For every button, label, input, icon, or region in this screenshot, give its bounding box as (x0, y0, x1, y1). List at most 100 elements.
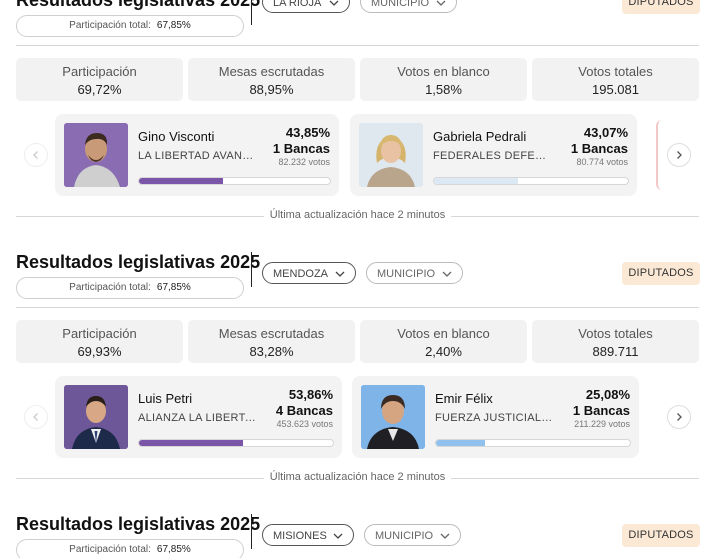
stat-label: Mesas escrutadas (218, 326, 325, 341)
municipio-select-value: MUNICIPIO (375, 530, 434, 542)
chevron-right-icon (677, 151, 682, 159)
candidate-party: ALIANZA LA LIBERTAD AVANZA (138, 412, 256, 424)
chamber-badge[interactable]: DIPUTADOS (622, 0, 700, 14)
next-candidate-card-edge (656, 120, 664, 190)
municipio-select[interactable]: MUNICIPIO (360, 0, 457, 13)
stat-label: Votos totales (578, 326, 653, 341)
chevron-down-icon (335, 271, 345, 277)
chamber-badge[interactable]: DIPUTADOS (622, 524, 700, 547)
stat-value: 69,72% (77, 82, 122, 97)
candidate-card[interactable]: Emir Félix FUERZA JUSTICIALISTA MENDOZA … (352, 376, 639, 458)
results-widget-mendoza: Resultados legislativas 2025 Participaci… (0, 252, 713, 492)
municipio-select[interactable]: MUNICIPIO (366, 262, 463, 284)
candidate-photo (64, 123, 128, 187)
last-update-text: Última actualización hace 2 minutos (263, 209, 452, 221)
total-participation-label: Participación total: (69, 20, 151, 31)
stat-label: Votos en blanco (397, 64, 490, 79)
vote-progress-fill (434, 178, 518, 184)
total-participation-pill: Participación total: 67,85% (16, 277, 244, 299)
chevron-down-icon (440, 533, 450, 539)
candidate-seats: 1 Bancas (570, 141, 628, 156)
candidate-votes: 211.229 votos (574, 419, 630, 429)
candidate-percentage: 53,86% (288, 387, 333, 402)
stats-row: Participación 69,93% Mesas escrutadas 83… (16, 320, 699, 363)
widget-title: Resultados legislativas 2025 (16, 514, 261, 534)
province-select[interactable]: MENDOZA (262, 262, 356, 284)
candidate-name: Emir Félix (435, 391, 493, 406)
municipio-select-value: MUNICIPIO (377, 268, 436, 280)
stat-votos-totales: Votos totales 889.711 (532, 320, 699, 363)
widget-header: Resultados legislativas 2025 Participaci… (0, 0, 713, 37)
last-update: Última actualización hace 2 minutos (16, 209, 699, 223)
candidate-percentage: 43,07% (583, 125, 628, 140)
carousel-prev-button[interactable] (24, 405, 48, 429)
stat-label: Mesas escrutadas (218, 64, 325, 79)
last-update: Última actualización hace 2 minutos (16, 471, 699, 485)
stat-value: 195.081 (592, 82, 639, 97)
stat-value: 889.711 (592, 344, 639, 359)
province-select-value: MENDOZA (273, 268, 328, 280)
candidate-percentage: 25,08% (585, 387, 630, 402)
vote-progress-fill (139, 178, 223, 184)
total-participation-label: Participación total: (69, 544, 151, 555)
candidate-name: Gino Visconti (138, 129, 215, 144)
candidate-card[interactable]: Luis Petri ALIANZA LA LIBERTAD AVANZA 53… (55, 376, 342, 458)
stat-mesas-escrutadas: Mesas escrutadas 83,28% (188, 320, 355, 363)
carousel-next-button[interactable] (667, 143, 691, 167)
candidate-party: FUERZA JUSTICIALISTA MENDOZA (435, 412, 553, 424)
candidate-photo (361, 385, 425, 449)
candidate-card[interactable]: Gabriela Pedrali FEDERALES DEFENDEMOS LA… (350, 114, 637, 196)
chevron-down-icon (333, 533, 343, 539)
stat-label: Votos totales (578, 64, 653, 79)
stat-value: 83,28% (249, 344, 294, 359)
vote-progress-fill (139, 440, 244, 446)
carousel-next-button[interactable] (667, 405, 691, 429)
stat-value: 2,40% (425, 344, 462, 359)
province-select-value: MISIONES (273, 530, 327, 542)
stat-label: Participación (62, 326, 137, 341)
total-participation-pill: Participación total: 67,85% (16, 539, 244, 558)
results-widget-misiones: Resultados legislativas 2025 Participaci… (0, 514, 713, 558)
candidate-votes: 80.774 votos (576, 157, 628, 167)
total-participation-value: 67,85% (156, 20, 191, 31)
municipio-select[interactable]: MUNICIPIO (364, 524, 461, 546)
candidate-photo (359, 123, 423, 187)
widget-title: Resultados legislativas 2025 (16, 252, 261, 272)
carousel-prev-button[interactable] (24, 143, 48, 167)
province-select[interactable]: MISIONES (262, 524, 354, 546)
stat-value: 69,93% (77, 344, 122, 359)
results-widget-la-rioja: Resultados legislativas 2025 Participaci… (0, 0, 713, 230)
widget-title: Resultados legislativas 2025 (16, 0, 261, 10)
chevron-left-icon (33, 151, 38, 159)
chevron-down-icon (442, 271, 452, 277)
widget-header: Resultados legislativas 2025 Participaci… (0, 252, 713, 299)
header-divider (251, 0, 252, 25)
candidate-votes: 453.623 votos (276, 419, 333, 429)
candidate-party: LA LIBERTAD AVANZA (138, 150, 256, 162)
candidate-name: Luis Petri (138, 391, 193, 406)
chamber-badge[interactable]: DIPUTADOS (622, 262, 700, 285)
header-separator (16, 307, 699, 308)
last-update-text: Última actualización hace 2 minutos (263, 471, 452, 483)
candidate-seats: 1 Bancas (572, 403, 630, 418)
candidate-party: FEDERALES DEFENDEMOS LA RIOJA (433, 150, 551, 162)
candidate-percentage: 43,85% (285, 125, 330, 140)
vote-progress-bar (433, 177, 629, 185)
municipio-select-value: MUNICIPIO (371, 0, 430, 9)
province-select-value: LA RIOJA (273, 0, 322, 9)
candidate-name: Gabriela Pedrali (433, 129, 527, 144)
header-divider (251, 252, 252, 287)
header-separator (16, 45, 699, 46)
stat-votos-totales: Votos totales 195.081 (532, 58, 699, 101)
candidate-seats: 4 Bancas (275, 403, 333, 418)
province-select[interactable]: LA RIOJA (262, 0, 350, 13)
stats-row: Participación 69,72% Mesas escrutadas 88… (16, 58, 699, 101)
candidate-votes: 82.232 votos (278, 157, 330, 167)
header-divider (251, 514, 252, 549)
vote-progress-bar (435, 439, 631, 447)
stat-votos-en-blanco: Votos en blanco 2,40% (360, 320, 527, 363)
vote-progress-bar (138, 177, 331, 185)
stat-label: Participación (62, 64, 137, 79)
candidate-card[interactable]: Gino Visconti LA LIBERTAD AVANZA 43,85% … (55, 114, 339, 196)
total-participation-label: Participación total: (69, 282, 151, 293)
